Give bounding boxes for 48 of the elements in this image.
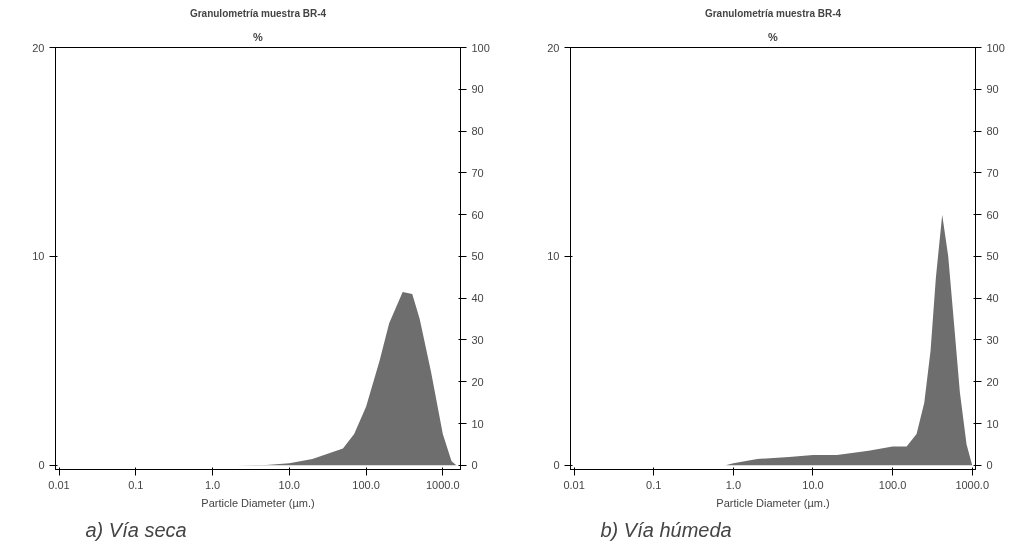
y-tick-label: 20 [547,41,560,54]
y2-tick-label: 30 [986,333,999,346]
x-tick-label: 1.0 [725,478,742,491]
x-tick-label: 1000.0 [955,478,990,491]
y2-tick-label: 30 [471,333,484,346]
chart-title: Granulometría muestra BR-4 [704,7,842,19]
x-tick-label: 10.0 [278,478,301,491]
x-axis-title: Particle Diameter (µm.) [201,496,315,509]
y-tick-label: 10 [32,250,45,263]
y2-tick-label: 90 [986,83,999,96]
y-tick-label: 0 [553,459,560,472]
y2-tick-label: 70 [986,166,999,179]
y-axis-title: % [253,30,264,43]
chart-title: Granulometría muestra BR-4 [189,7,327,19]
x-tick-label: 100.0 [352,478,380,491]
y2-tick-label: 80 [471,125,484,138]
y-tick-label: 10 [547,250,560,263]
y2-tick-label: 40 [986,292,999,305]
y-axis-title: % [768,30,779,43]
x-tick-label: 100.0 [878,478,907,491]
y2-tick-label: 20 [986,375,999,388]
x-tick-label: 0.01 [48,478,70,491]
y2-tick-label: 100 [986,41,1005,54]
x-tick-label: 0.01 [563,478,585,491]
x-tick-label: 0.1 [128,478,144,491]
y2-tick-label: 10 [986,417,999,430]
y2-tick-label: 80 [986,125,999,138]
y2-tick-label: 60 [471,208,484,221]
text: a) Vía seca [85,518,187,541]
y2-tick-label: 60 [986,208,999,221]
text: b) Vía húmeda [600,518,732,541]
y2-tick-label: 90 [471,83,484,96]
y2-tick-label: 70 [471,166,484,179]
x-tick-label: 10.0 [802,478,824,491]
y2-tick-label: 0 [986,459,993,472]
y2-tick-label: 50 [471,250,484,263]
y-tick-label: 20 [32,41,45,54]
x-axis-title: Particle Diameter (µm.) [716,496,830,509]
y2-tick-label: 10 [471,417,484,430]
x-tick-label: 1000.0 [425,478,460,491]
y2-tick-label: 40 [471,292,484,305]
y2-tick-label: 20 [471,375,484,388]
y2-tick-label: 50 [986,250,999,263]
x-tick-label: 1.0 [204,478,221,491]
x-tick-label: 0.1 [646,478,662,491]
y2-tick-label: 0 [471,459,478,472]
y-tick-label: 0 [38,459,45,472]
y2-tick-label: 100 [471,41,490,54]
